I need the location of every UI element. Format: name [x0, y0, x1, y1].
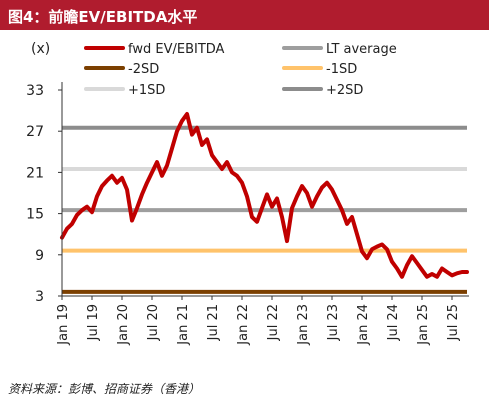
- x-tick-label: Jul 20: [146, 304, 161, 341]
- x-tick-label: Jul 25: [446, 304, 461, 341]
- legend-label-plus1sd: +1SD: [128, 83, 165, 98]
- line-fwd-ev-ebitda: [60, 112, 469, 279]
- y-tick-label: 15: [26, 207, 44, 223]
- legend-label-lt-average: LT average: [326, 42, 397, 57]
- x-tick-label: Jan 20: [116, 304, 131, 346]
- y-tick-label: 9: [35, 248, 44, 264]
- y-tick-label: 27: [26, 124, 44, 140]
- x-tick-label: Jul 24: [386, 304, 401, 341]
- y-tick-label: 33: [26, 83, 44, 99]
- y-axis-unit-label: (x): [31, 41, 51, 57]
- sd-band-lines: [62, 125, 467, 294]
- legend-label-minus-2sd: -2SD: [128, 62, 159, 77]
- axes: [61, 82, 469, 297]
- x-tick-label: Jul 22: [266, 304, 281, 341]
- x-tick-label: Jul 19: [86, 304, 101, 341]
- x-tick-label: Jan 23: [296, 304, 311, 346]
- ev-ebitda-chart: fwd EV/EBITDA LT average-2SD -1SD+1SD +2SD …: [26, 42, 469, 346]
- x-tick-label: Jan 24: [356, 304, 371, 346]
- x-tick-label: Jul 21: [206, 304, 221, 341]
- x-tick-label: Jan 25: [416, 304, 431, 346]
- x-ticks: Jan 19 Jul 19 Jan 20 Jul 20 Jan 21 Jul 21 Jan …: [56, 296, 461, 346]
- y-tick-label: 3: [35, 289, 44, 305]
- chart-title: 图4：前瞻EV/EBITDA水平: [8, 8, 198, 26]
- y-tick-label: 21: [26, 165, 44, 181]
- x-tick-label: Jul 23: [326, 304, 341, 341]
- fwd-series: [60, 112, 469, 279]
- source-note: 资料来源：彭博、招商证券（香港）: [8, 382, 201, 396]
- legend-label-minus-1sd: -1SD: [326, 62, 357, 77]
- legend: fwd EV/EBITDA LT average -2SD -1SD +1SD +2SD: [84, 42, 397, 98]
- x-tick-label: Jan 21: [176, 304, 191, 346]
- y-ticks: 3 9 15 21 27 33: [26, 83, 62, 305]
- x-tick-label: Jan 22: [236, 304, 251, 346]
- title-bar: 图4：前瞻EV/EBITDA水平: [0, 0, 489, 30]
- legend-label-fwd-ev-ebitda: fwd EV/EBITDA: [128, 42, 225, 57]
- legend-label-plus2sd: +2SD: [326, 83, 363, 98]
- x-tick-label: Jan 19: [56, 304, 71, 346]
